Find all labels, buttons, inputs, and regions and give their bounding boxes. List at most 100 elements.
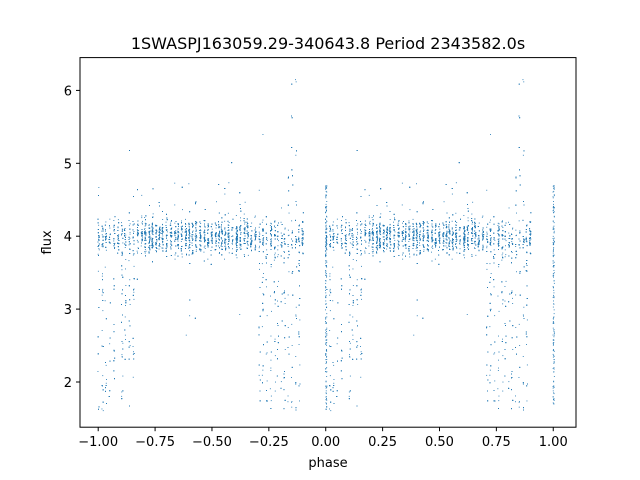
- data-point: [132, 254, 134, 256]
- data-point: [221, 242, 223, 243]
- data-point: [236, 240, 237, 242]
- data-point: [365, 247, 366, 249]
- data-point: [225, 246, 227, 248]
- data-point: [452, 244, 454, 246]
- data-point: [402, 222, 403, 224]
- data-point: [515, 401, 516, 403]
- data-point: [174, 182, 176, 184]
- data-point: [356, 237, 358, 239]
- data-point: [149, 240, 151, 241]
- data-point: [138, 232, 139, 234]
- data-point: [482, 245, 484, 247]
- data-point: [129, 233, 131, 235]
- data-point: [379, 224, 381, 226]
- data-point: [498, 359, 499, 361]
- data-point: [452, 241, 454, 243]
- data-point: [386, 229, 388, 230]
- data-point: [132, 346, 134, 347]
- data-point: [122, 242, 124, 244]
- data-point: [383, 231, 385, 232]
- data-point: [161, 239, 163, 241]
- data-point: [431, 251, 432, 253]
- data-point: [195, 249, 197, 251]
- data-point: [195, 202, 196, 204]
- data-point: [489, 326, 491, 328]
- data-point: [397, 239, 399, 241]
- data-point: [156, 233, 157, 235]
- data-point: [423, 245, 424, 247]
- data-point: [498, 310, 500, 312]
- data-point: [435, 229, 436, 231]
- data-point: [121, 354, 123, 356]
- data-point: [101, 245, 103, 247]
- data-point: [349, 228, 351, 230]
- data-point: [419, 253, 420, 255]
- data-point: [221, 246, 223, 247]
- data-point: [266, 286, 267, 288]
- data-point: [240, 217, 241, 219]
- data-point: [148, 233, 150, 235]
- data-point: [409, 245, 411, 247]
- data-point: [449, 231, 451, 233]
- data-point: [449, 240, 451, 241]
- data-point: [361, 265, 362, 267]
- data-point: [383, 225, 385, 227]
- data-point: [386, 235, 388, 237]
- data-point: [489, 308, 491, 310]
- data-point: [231, 236, 233, 237]
- data-point: [140, 245, 142, 247]
- data-point: [105, 249, 107, 251]
- data-point: [446, 234, 447, 236]
- data-point: [210, 233, 212, 235]
- data-point: [281, 242, 283, 244]
- data-point: [489, 263, 491, 265]
- data-point: [438, 233, 440, 235]
- data-point: [270, 395, 272, 397]
- data-point: [239, 228, 241, 230]
- data-point: [474, 240, 476, 242]
- data-point: [401, 204, 403, 206]
- data-point: [137, 223, 139, 225]
- data-point: [236, 239, 238, 241]
- data-point: [255, 246, 257, 248]
- data-point: [360, 376, 362, 378]
- data-point: [277, 256, 279, 258]
- data-point: [270, 359, 272, 361]
- data-point: [215, 242, 217, 244]
- data-point: [349, 375, 351, 377]
- data-point: [530, 234, 531, 236]
- data-point: [416, 230, 418, 232]
- data-point: [232, 243, 233, 245]
- data-point: [277, 249, 279, 251]
- data-point: [486, 226, 488, 228]
- data-point: [277, 286, 278, 287]
- data-point: [105, 221, 107, 223]
- data-point: [494, 380, 496, 382]
- data-point: [380, 213, 382, 215]
- data-point: [518, 406, 520, 408]
- data-point: [299, 252, 300, 254]
- data-point: [246, 240, 248, 242]
- data-point: [181, 245, 183, 247]
- data-point: [455, 212, 457, 214]
- data-point: [148, 237, 150, 238]
- data-point: [466, 314, 468, 315]
- data-point: [325, 237, 327, 239]
- data-point: [409, 256, 411, 258]
- data-point: [287, 401, 289, 403]
- data-point: [504, 256, 506, 258]
- data-point: [445, 234, 447, 236]
- data-point: [482, 234, 484, 236]
- data-point: [427, 234, 429, 236]
- data-point: [357, 223, 359, 225]
- data-point: [448, 243, 450, 245]
- data-point: [210, 236, 212, 238]
- data-point: [280, 221, 282, 223]
- data-point: [493, 249, 495, 251]
- data-point: [117, 227, 119, 229]
- data-point: [471, 223, 473, 225]
- data-point: [192, 234, 194, 236]
- data-point: [490, 244, 492, 246]
- data-point: [474, 243, 476, 245]
- data-point: [225, 241, 227, 243]
